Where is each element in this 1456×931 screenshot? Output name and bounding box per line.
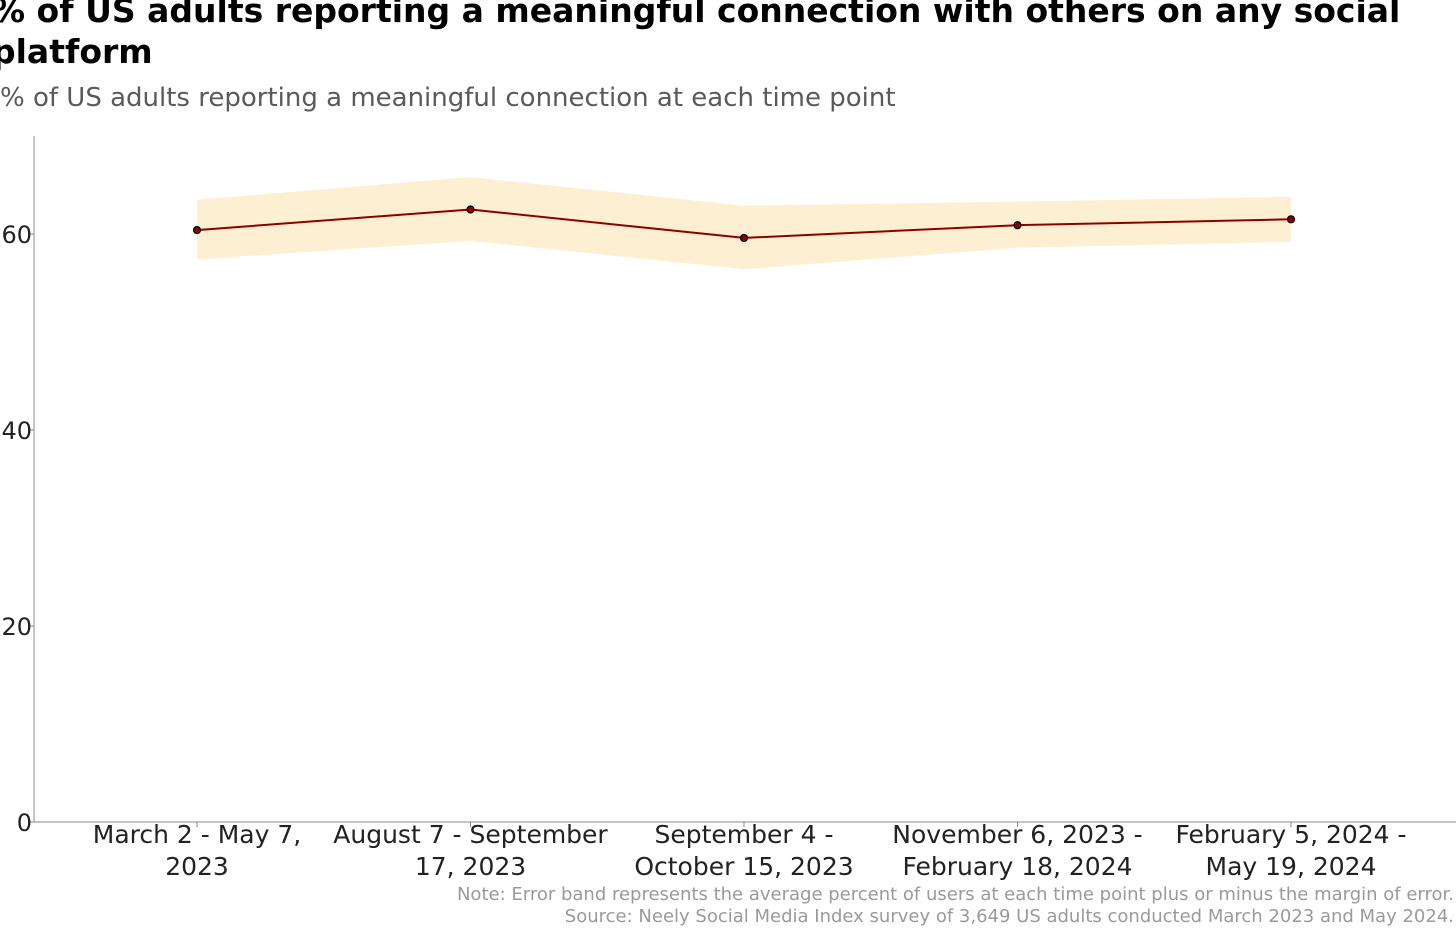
data-points-layer — [192, 205, 1296, 243]
chart-note: Note: Error band represents the average … — [456, 884, 1454, 905]
x-tick-label: November 6, 2023 - — [892, 820, 1142, 849]
chart-source: Source: Neely Social Media Index survey … — [564, 906, 1454, 927]
data-point — [1013, 221, 1022, 230]
axes — [30, 136, 1456, 827]
x-tick-label: March 2 - May 7, — [93, 820, 301, 849]
y-tick-label: 0 — [17, 809, 32, 837]
data-point — [739, 233, 749, 243]
x-tick-label: October 15, 2023 — [634, 852, 853, 881]
y-tick-label: 20 — [1, 613, 32, 641]
tick-labels-layer: 0 20 40 60 March 2 - May 7, 2023 August 7 - Se… — [1, 221, 1406, 881]
x-tick-label: 2023 — [165, 852, 229, 881]
chart-title: % of US adults reporting a meaningful co… — [0, 0, 1401, 71]
data-point — [466, 205, 475, 214]
chart-subtitle: % of US adults reporting a meaningful co… — [0, 83, 896, 113]
y-tick-label: 40 — [1, 417, 32, 445]
x-tick-label: 17, 2023 — [415, 852, 526, 881]
error-band — [197, 177, 1291, 270]
x-tick-label: September 4 - — [654, 820, 833, 849]
x-tick-label: February 5, 2024 - — [1175, 820, 1406, 849]
x-tick-label: August 7 - September — [333, 820, 608, 849]
x-tick-label: May 19, 2024 — [1206, 852, 1377, 881]
error-band-layer — [197, 177, 1291, 270]
data-point — [1286, 215, 1296, 224]
x-tick-label: February 18, 2024 — [902, 852, 1132, 881]
data-point — [192, 225, 202, 235]
y-tick-label: 60 — [1, 221, 32, 249]
